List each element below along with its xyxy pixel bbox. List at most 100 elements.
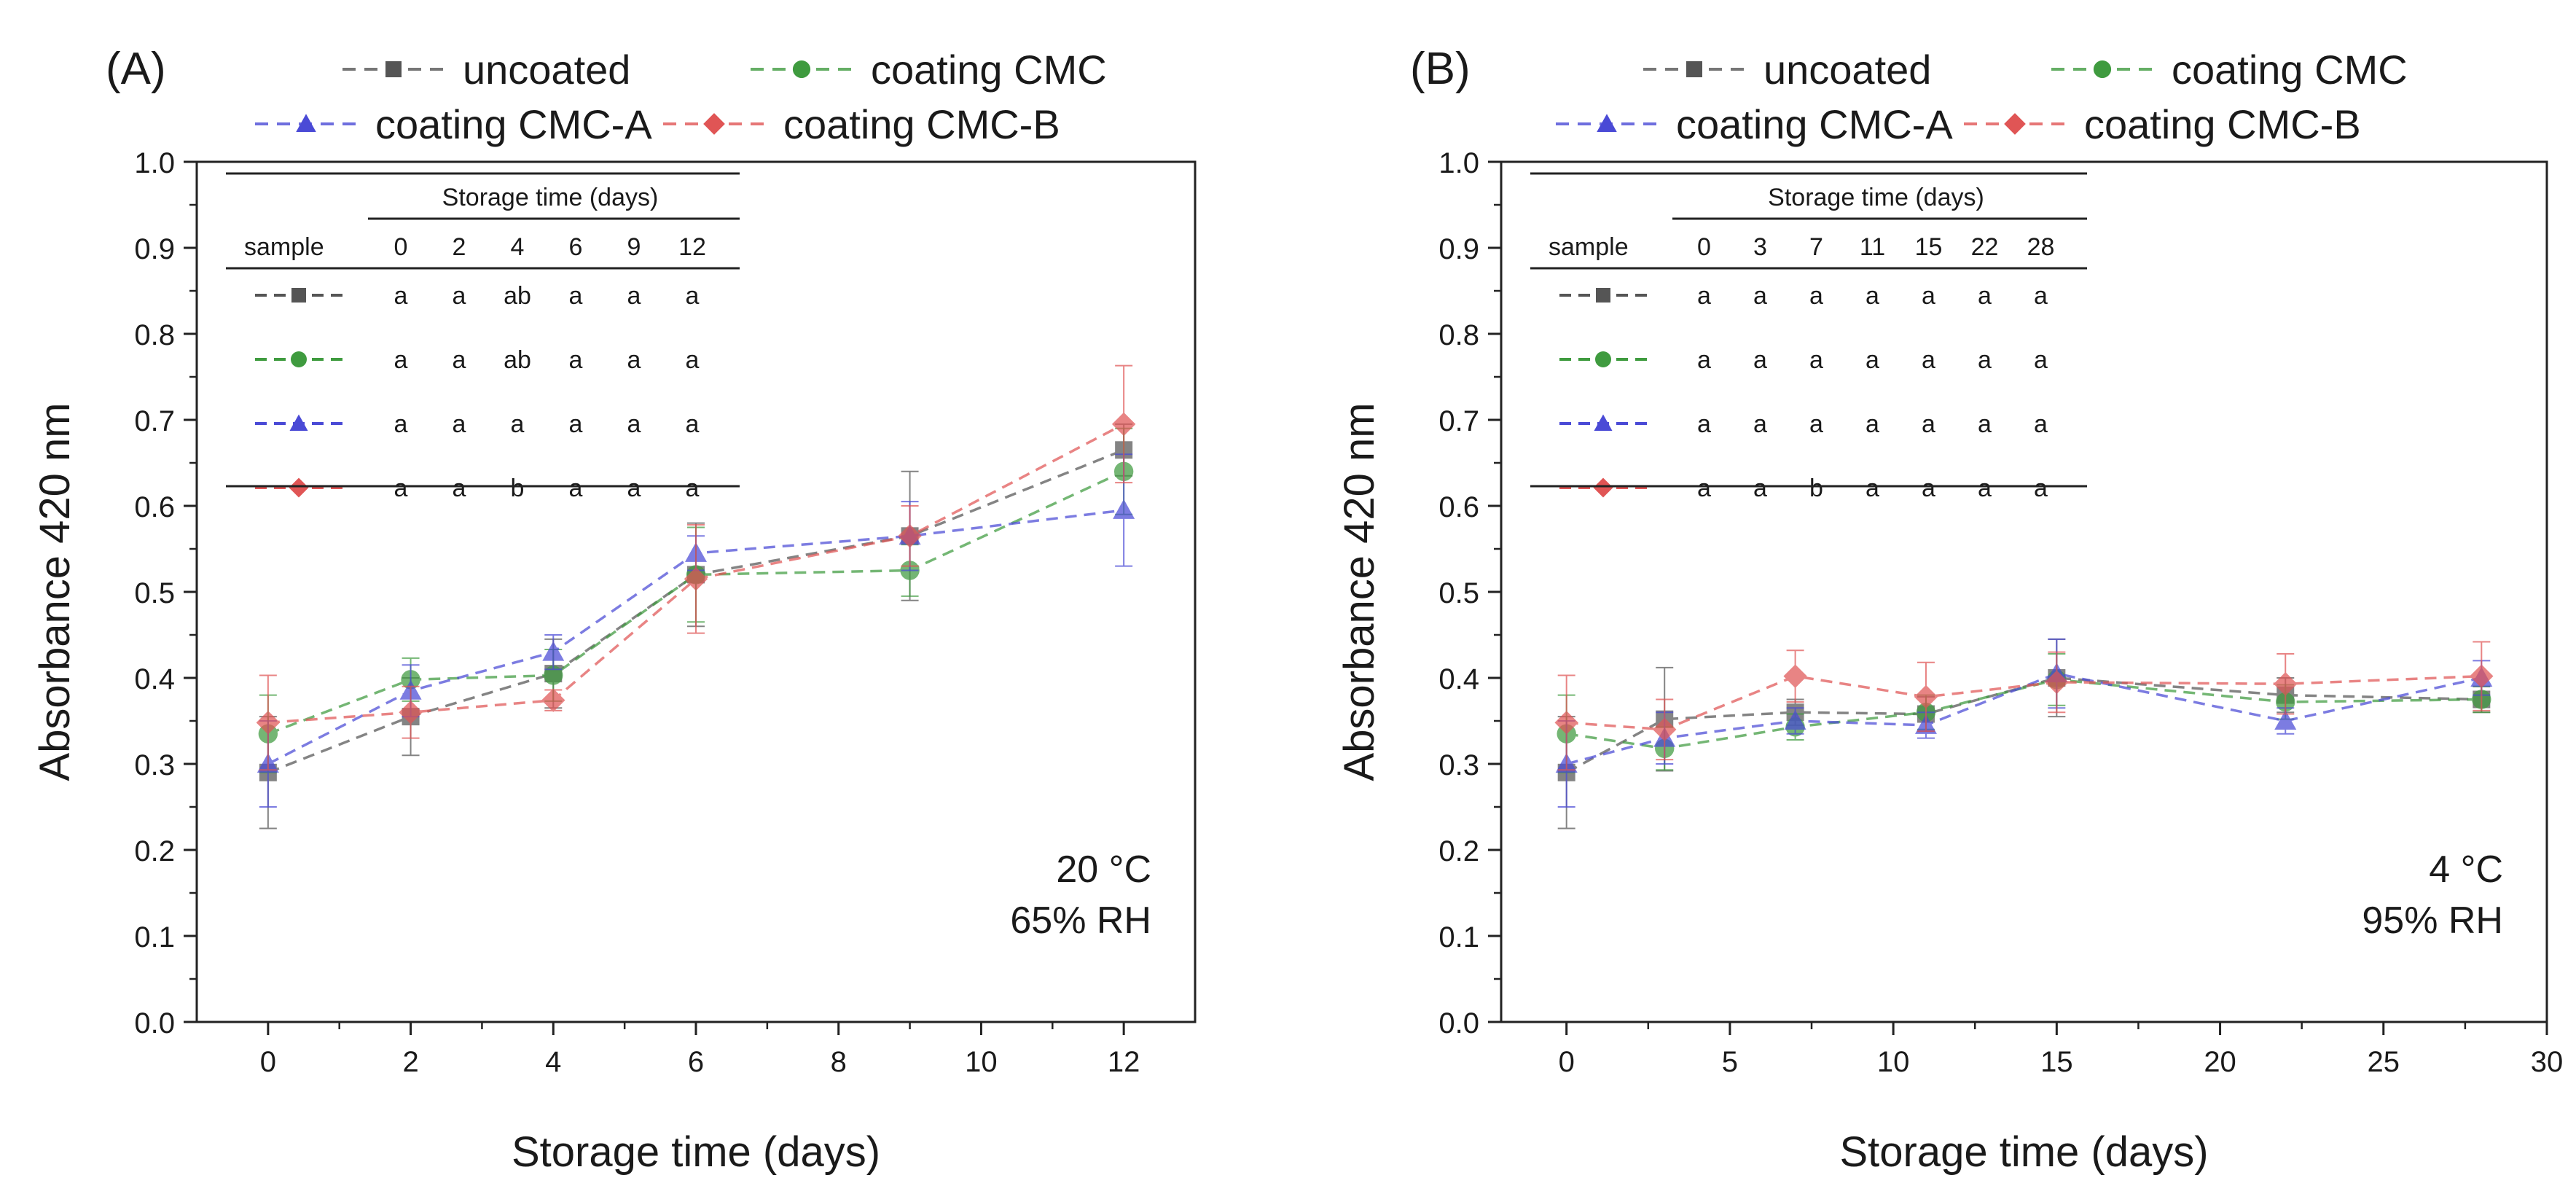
table-cell: a (453, 346, 466, 374)
table-cell: a (1978, 475, 1992, 502)
table-cell: a (1753, 410, 1767, 438)
table-cell: a (394, 410, 408, 438)
table-column-header: 0 (1697, 233, 1711, 261)
x-tick-label: 5 (1722, 1046, 1738, 1078)
data-point (542, 641, 565, 661)
table-cell: a (453, 475, 466, 502)
y-tick-label: 0.4 (1438, 663, 1479, 695)
table-cell: a (1809, 410, 1823, 438)
data-point (2274, 710, 2297, 730)
x-tick-label: 12 (1108, 1046, 1140, 1078)
x-tick-label: 2 (402, 1046, 418, 1078)
significance-table: Storage time (days)sample 0 2 4 6 9 12a a ab a a aa… (226, 172, 740, 502)
data-point (2274, 672, 2298, 696)
x-tick-label: 15 (2040, 1046, 2073, 1078)
condition-humidity: 65% RH (1010, 899, 1151, 942)
y-tick-label: 0.1 (134, 921, 175, 953)
table-cell: ab (504, 282, 531, 310)
y-tick-label: 0.7 (134, 405, 175, 437)
table-header-sample: sample (1549, 233, 1629, 261)
legend-marker (385, 61, 402, 77)
condition-temperature: 20 °C (1056, 848, 1151, 891)
table-cell: a (1697, 282, 1711, 310)
table-cell: a (1978, 346, 1992, 374)
table-row-marker (289, 477, 309, 498)
table-column-header: 12 (678, 233, 706, 261)
table-cell: a (394, 475, 408, 502)
plot-frame (1500, 160, 2548, 1023)
y-tick-label: 0.6 (1438, 491, 1479, 523)
table-cell: a (1697, 475, 1711, 502)
y-axis-title: Absorbance 420 nm (31, 402, 79, 781)
y-tick-label: 0.7 (1438, 405, 1479, 437)
legend-marker (296, 114, 316, 132)
table-title: Storage time (days) (1768, 184, 1984, 211)
data-point (684, 567, 708, 591)
table-cell: a (1922, 346, 1935, 374)
y-tick-label: 1.0 (1438, 147, 1479, 179)
legend-marker (2004, 113, 2026, 135)
legend-label: coating CMC-B (2084, 101, 2361, 147)
data-point (1111, 412, 1136, 437)
series-line (267, 470, 1124, 735)
table-cell: a (394, 346, 408, 374)
table-cell: a (686, 346, 700, 374)
y-tick-label: 0.6 (134, 491, 175, 523)
legend-label: uncoated (463, 47, 630, 93)
table-column-header: 9 (627, 233, 641, 261)
table-cell: a (1866, 282, 1879, 310)
data-point (1783, 664, 1807, 688)
table-header-sample: sample (244, 233, 324, 261)
x-tick-label: 0 (1559, 1046, 1575, 1078)
table-column-header: 2 (453, 233, 466, 261)
data-point (544, 666, 563, 685)
table-cell: a (1922, 475, 1935, 502)
table-cell: a (1809, 346, 1823, 374)
legend-label: coating CMC-A (375, 101, 652, 147)
table-cell: b (1809, 475, 1823, 502)
x-tick-label: 20 (2204, 1046, 2236, 1078)
series-coating-cmc (1557, 652, 2491, 773)
table-column-header: 22 (1971, 233, 1999, 261)
panel-label: (A) (106, 44, 166, 94)
y-tick-label: 0.1 (1438, 921, 1479, 953)
table-row-marker (1595, 351, 1611, 367)
table-cell: a (1866, 346, 1879, 374)
table-cell: ab (504, 346, 531, 374)
legend-marker (703, 113, 725, 135)
x-tick-label: 8 (831, 1046, 847, 1078)
data-point (898, 524, 922, 548)
condition-temperature: 4 °C (2429, 848, 2503, 891)
table-cell: a (1809, 282, 1823, 310)
table-cell: a (1978, 282, 1992, 310)
x-axis-title: Storage time (days) (512, 1128, 880, 1176)
table-cell: a (569, 410, 583, 438)
table-column-header: 3 (1753, 233, 1767, 261)
data-point (541, 688, 565, 712)
significance-table: Storage time (days) sample 0 3 7 11 15 22 28 a a a a… (1530, 172, 2087, 502)
table-cell: a (511, 410, 525, 438)
y-tick-label: 0.8 (134, 319, 175, 351)
condition-humidity: 95% RH (2362, 899, 2503, 942)
series-line (1566, 674, 2482, 731)
data-point (2470, 664, 2494, 688)
table-row-marker (291, 288, 306, 303)
panel-a: 0.0 0.1 0.2 0.3 0.4 0.5 0.6 0.7 0.8 0.9 1.0 0 2 4 6 8 10… (31, 44, 1197, 1176)
y-tick-label: 0.5 (1438, 577, 1479, 609)
data-point (1113, 499, 1135, 519)
table-cell: a (1866, 475, 1879, 502)
x-tick-label: 25 (2368, 1046, 2400, 1078)
table-cell: a (2034, 282, 2048, 310)
y-tick-label: 0.2 (134, 835, 175, 867)
table-column-header: 15 (1915, 233, 1943, 261)
panel-b: 0.0 0.1 0.2 0.3 0.4 0.5 0.6 0.7 0.8 0.9 1.0 0 5 10 15 2… (1336, 44, 2563, 1176)
table-cell: a (1866, 410, 1879, 438)
table-row-marker (1596, 288, 1610, 303)
table-cell: a (627, 346, 641, 374)
table-row-marker (1594, 414, 1613, 431)
data-point (1653, 717, 1677, 741)
table-cell: a (1753, 346, 1767, 374)
table-column-header: 6 (569, 233, 583, 261)
legend: uncoated coating CMC coating CMC-A coating … (1556, 47, 2408, 147)
panel-label: (B) (1410, 44, 1471, 94)
